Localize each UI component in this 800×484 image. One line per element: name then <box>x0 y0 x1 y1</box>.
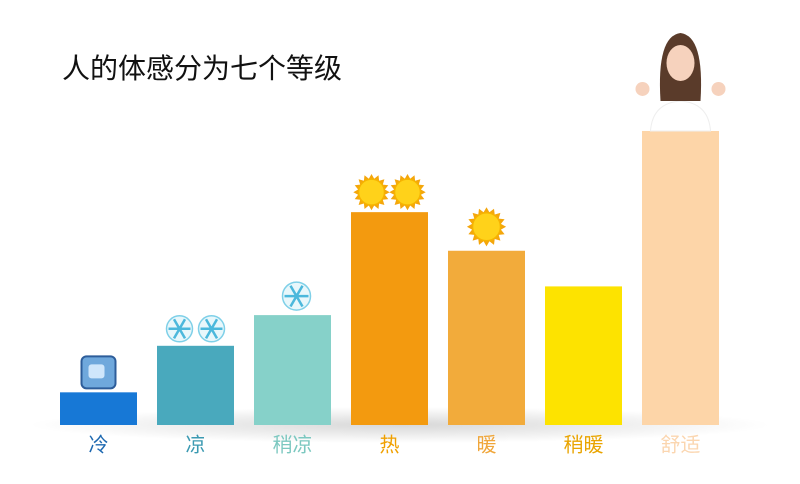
sun-disc <box>357 178 386 206</box>
sun-icon <box>353 174 390 211</box>
ice-cube-icon <box>80 355 117 390</box>
flake-arm <box>289 285 304 308</box>
bar <box>545 286 622 425</box>
bar <box>254 315 331 425</box>
flake-arm <box>204 318 219 339</box>
snowflake-icon <box>281 281 312 311</box>
sun-icon <box>466 207 507 247</box>
chart-title: 人的体感分为七个等级 <box>62 52 342 85</box>
person-face <box>666 44 695 81</box>
thumb-right <box>711 81 726 96</box>
person-icon <box>635 32 726 132</box>
x-tick-label: 暖 <box>477 433 497 457</box>
sun-icon <box>389 174 426 211</box>
snowflake-icon <box>197 315 226 343</box>
snowflake-icon <box>165 315 194 343</box>
x-tick-label: 冷 <box>89 433 109 457</box>
bar <box>351 212 428 425</box>
x-tick-label: 凉 <box>186 433 206 457</box>
sun-disc <box>471 212 502 242</box>
x-tick-label: 热 <box>380 433 400 457</box>
bar <box>642 130 719 425</box>
bar <box>157 345 234 425</box>
sun-disc <box>393 178 422 206</box>
bar <box>60 392 137 425</box>
bar <box>448 250 525 425</box>
person-body <box>649 100 712 132</box>
ice-shine <box>88 364 105 379</box>
x-tick-label: 舒适 <box>661 433 701 457</box>
thumb-left <box>635 81 650 96</box>
x-tick-label: 稍凉 <box>273 433 313 457</box>
flake-arm <box>172 318 187 339</box>
x-tick-label: 稍暖 <box>564 433 604 457</box>
